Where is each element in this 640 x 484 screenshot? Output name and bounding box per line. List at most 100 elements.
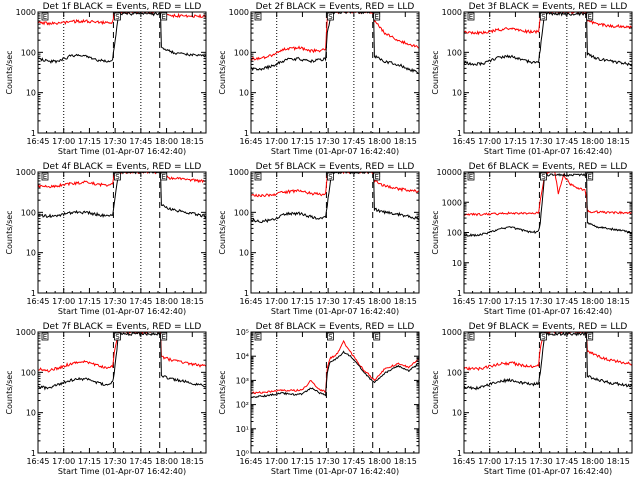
marker-label: E [587, 13, 591, 21]
marker-box [467, 172, 475, 181]
series-events [251, 350, 419, 399]
marker-box [540, 332, 547, 341]
y-tick-label: 1000 [442, 8, 462, 17]
x-tick-label: 17:45 [129, 297, 152, 306]
marker-box [540, 172, 547, 181]
y-tick-label: 10 [26, 89, 36, 98]
x-tick-label: 18:15 [181, 457, 204, 466]
marker-label: E [374, 13, 378, 21]
x-tick-label: 18:00 [155, 297, 178, 306]
panel-title: Det 8f BLACK = Events, RED = LLD [256, 322, 415, 332]
y-tick-label: 10000 [437, 168, 462, 177]
marker-box [327, 332, 334, 341]
y-tick-label: 10 [452, 259, 462, 268]
y-tick-label: 100 [21, 368, 36, 377]
x-tick-label: 17:30 [104, 137, 127, 146]
axes-frame [463, 11, 633, 134]
x-tick-label: 17:30 [317, 457, 340, 466]
x-tick-label: 16:45 [452, 137, 475, 146]
y-tick-label: 1000 [16, 328, 36, 337]
y-tick-label: 100 [234, 208, 249, 217]
marker-label: S [328, 333, 333, 341]
panel-8: Det 8f BLACK = Events, RED = LLD 16:45 17:… [218, 322, 420, 476]
x-tick-label: 17:15 [291, 297, 314, 306]
panel-title: Det 6f BLACK = Events, RED = LLD [469, 162, 628, 172]
x-axis-label: Start Time (01-Apr-07 16:42:40) [271, 467, 399, 476]
y-tick-label: 1 [457, 129, 462, 138]
series-events [38, 332, 206, 391]
x-tick-label: 17:30 [530, 137, 553, 146]
marker-box [254, 332, 262, 341]
marker-box [586, 172, 594, 181]
x-tick-label: 18:00 [581, 457, 604, 466]
marker-box [160, 332, 168, 341]
marker-label: S [541, 13, 546, 21]
panel-title: Det 4f BLACK = Events, RED = LLD [43, 162, 202, 172]
series-lld [38, 332, 206, 373]
y-tick-label: 10 [239, 249, 249, 258]
x-tick-label: 17:00 [265, 137, 288, 146]
y-tick-label: 1000 [229, 8, 249, 17]
marker-box [540, 12, 547, 21]
marker-box [467, 12, 475, 21]
x-tick-label: 17:15 [504, 297, 527, 306]
y-tick-label: 1000 [229, 168, 249, 177]
marker-label: E [587, 333, 591, 341]
marker-label: E [43, 13, 47, 21]
x-tick-label: 16:45 [239, 457, 262, 466]
y-tick-label: 10 [452, 409, 462, 418]
marker-label: S [328, 13, 333, 21]
y-tick-label: 100 [447, 229, 462, 238]
x-axis-label: Start Time (01-Apr-07 16:42:40) [484, 307, 612, 316]
x-axis-label: Start Time (01-Apr-07 16:42:40) [484, 147, 612, 156]
x-tick-label: 17:30 [530, 297, 553, 306]
x-tick-label: 17:00 [52, 297, 75, 306]
x-tick-label: 18:15 [607, 457, 630, 466]
y-tick-label: 1000 [442, 198, 462, 207]
x-tick-label: 18:15 [394, 137, 417, 146]
marker-box [41, 172, 49, 181]
marker-box [327, 172, 334, 181]
y-tick-label: 100 [234, 48, 249, 57]
series-lld [251, 12, 419, 62]
series-events [464, 12, 632, 67]
y-axis-label: Counts/sec [431, 210, 440, 254]
x-tick-label: 17:30 [530, 457, 553, 466]
marker-label: E [256, 13, 260, 21]
x-axis-label: Start Time (01-Apr-07 16:42:40) [58, 307, 186, 316]
marker-label: E [161, 173, 165, 181]
marker-label: S [541, 173, 546, 181]
x-tick-label: 17:00 [52, 457, 75, 466]
marker-label: S [328, 173, 333, 181]
y-axis-label: Counts/sec [431, 370, 440, 414]
axes-frame [250, 11, 420, 134]
x-tick-label: 16:45 [26, 137, 49, 146]
data-layer [251, 172, 419, 224]
x-axis-label: Start Time (01-Apr-07 16:42:40) [271, 307, 399, 316]
marker-label: E [587, 173, 591, 181]
x-tick-label: 17:15 [78, 297, 101, 306]
y-tick-label: 10⁰ [236, 449, 249, 458]
y-tick-label: 1 [457, 449, 462, 458]
x-axis-label: Start Time (01-Apr-07 16:42:40) [58, 467, 186, 476]
x-tick-label: 17:15 [78, 457, 101, 466]
marker-box [160, 172, 168, 181]
x-tick-label: 18:00 [581, 137, 604, 146]
y-tick-label: 10³ [236, 376, 249, 385]
x-tick-label: 17:00 [478, 137, 501, 146]
marker-box [114, 12, 121, 21]
y-tick-label: 1 [244, 129, 249, 138]
x-tick-label: 17:30 [104, 297, 127, 306]
data-layer [251, 339, 419, 399]
marker-label: S [115, 333, 120, 341]
marker-box [373, 332, 381, 341]
x-tick-label: 17:45 [555, 137, 578, 146]
marker-box [373, 12, 381, 21]
x-axis-label: Start Time (01-Apr-07 16:42:40) [58, 147, 186, 156]
x-tick-label: 16:45 [26, 457, 49, 466]
x-tick-label: 17:00 [478, 297, 501, 306]
